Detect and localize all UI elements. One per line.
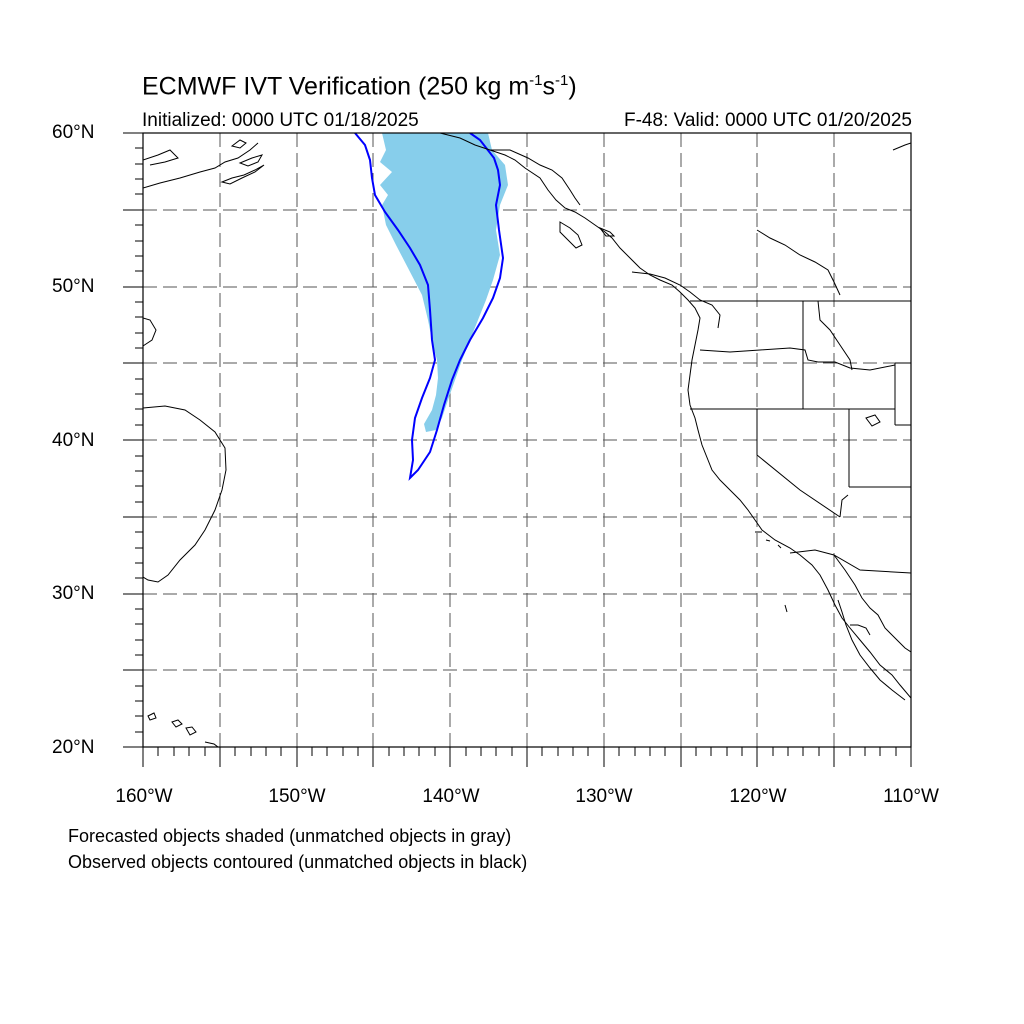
forecast-ivt-object — [380, 133, 508, 432]
forecast-legend-note: Forecasted objects shaded (unmatched obj… — [68, 826, 512, 846]
axis-ticks — [123, 132, 912, 767]
graticule — [143, 133, 911, 747]
lon-label-140w: 140°W — [422, 786, 480, 807]
lat-label-40n: 40°N — [52, 430, 95, 451]
lon-label-130w: 130°W — [575, 786, 633, 807]
coastlines — [143, 133, 911, 747]
map-title: ECMWF IVT Verification (250 kg m-1s-1) — [142, 72, 577, 101]
observed-legend-note: Observed objects contoured (unmatched ob… — [68, 852, 528, 872]
initialized-label: Initialized: 0000 UTC 01/18/2025 — [142, 110, 419, 131]
observed-ivt-contour — [354, 133, 505, 481]
lon-label-150w: 150°W — [268, 786, 326, 807]
lon-label-120w: 120°W — [729, 786, 787, 807]
lat-label-30n: 30°N — [52, 583, 95, 604]
lat-label-50n: 50°N — [52, 276, 95, 297]
lat-label-60n: 60°N — [52, 122, 95, 143]
political-borders — [690, 300, 911, 574]
lon-label-160w: 160°W — [115, 786, 173, 807]
lat-label-20n: 20°N — [52, 737, 95, 758]
lon-label-110w: 110°W — [883, 786, 939, 807]
valid-time-label: F-48: Valid: 0000 UTC 01/20/2025 — [624, 110, 912, 131]
